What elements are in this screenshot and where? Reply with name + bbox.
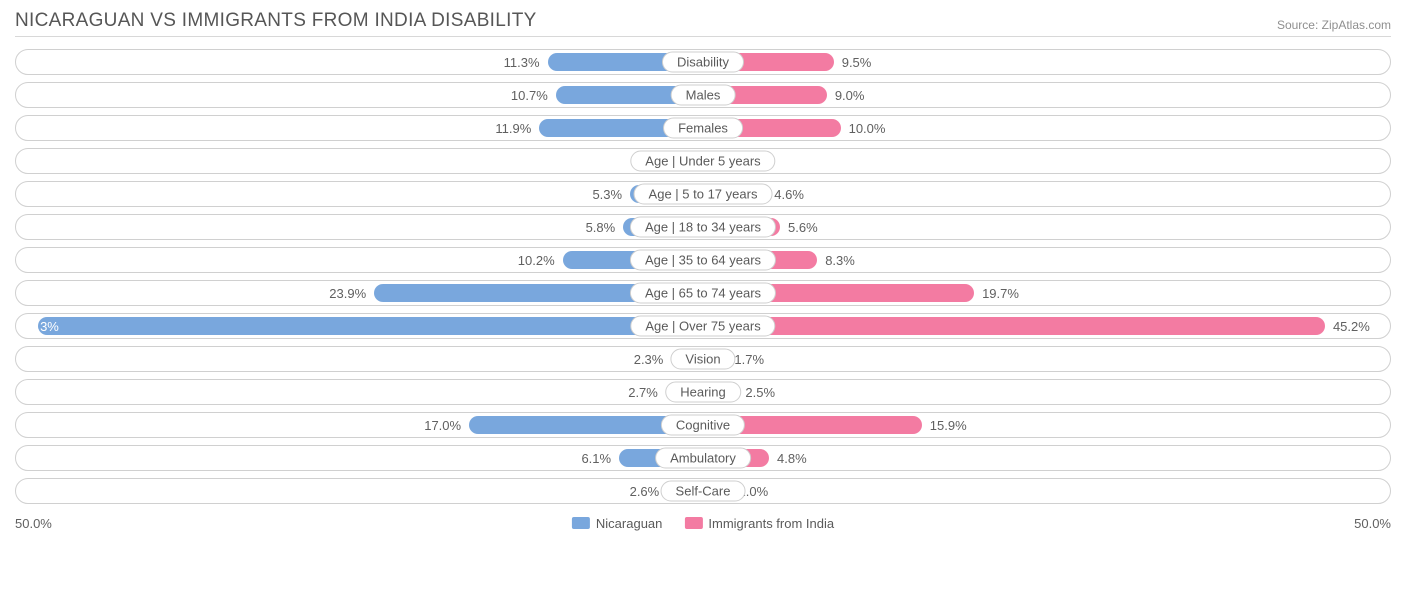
track-right: 2.0% — [703, 479, 1390, 503]
chart-row: 23.9% 19.7% Age | 65 to 74 years — [15, 280, 1391, 306]
category-pill: Vision — [670, 349, 735, 370]
value-label-right: 19.7% — [982, 286, 1019, 301]
track-left: 10.2% — [16, 248, 703, 272]
value-label-left: 11.3% — [504, 55, 540, 70]
chart-title: NICARAGUAN VS IMMIGRANTS FROM INDIA DISA… — [15, 10, 537, 32]
category-pill: Age | 18 to 34 years — [630, 217, 776, 238]
value-label-right: 10.0% — [849, 121, 886, 136]
value-label-left: 2.6% — [630, 484, 660, 499]
legend-item-left: Nicaraguan — [572, 516, 663, 531]
value-label-right: 4.6% — [774, 187, 804, 202]
value-label-right: 1.7% — [734, 352, 764, 367]
axis-label-right: 50.0% — [1354, 516, 1391, 531]
value-label-right: 9.5% — [842, 55, 872, 70]
bar-right — [703, 317, 1325, 335]
chart-row: 5.3% 4.6%Age | 5 to 17 years — [15, 181, 1391, 207]
track-left: 11.3% — [16, 50, 703, 74]
value-label-right: 8.3% — [825, 253, 855, 268]
category-pill: Age | 65 to 74 years — [630, 283, 776, 304]
legend: Nicaraguan Immigrants from India — [572, 516, 834, 531]
value-label-left: 10.7% — [511, 88, 548, 103]
category-pill: Cognitive — [661, 415, 745, 436]
track-left: 5.3% — [16, 182, 703, 206]
track-right: 2.5% — [703, 380, 1390, 404]
chart-row: 6.1% 4.8% Ambulatory — [15, 445, 1391, 471]
value-label-left: 5.3% — [592, 187, 622, 202]
chart-row: 10.7% 9.0% Males — [15, 82, 1391, 108]
value-label-right: 4.8% — [777, 451, 807, 466]
category-pill: Females — [663, 118, 743, 139]
value-label-left: 2.3% — [634, 352, 664, 367]
value-label-left: 23.9% — [329, 286, 366, 301]
chart-row: 1.1%1.0%Age | Under 5 years — [15, 148, 1391, 174]
value-label-left: 2.7% — [628, 385, 658, 400]
track-left: 10.7% — [16, 83, 703, 107]
track-right: 10.0% — [703, 116, 1390, 140]
track-right: 4.8% — [703, 446, 1390, 470]
track-left: 1.1% — [16, 149, 703, 173]
chart-row: 48.3% 45.2% Age | Over 75 years — [15, 313, 1391, 339]
value-label-left: 48.3% — [22, 319, 59, 334]
chart-row: 5.8% 5.6% Age | 18 to 34 years — [15, 214, 1391, 240]
legend-label-left: Nicaraguan — [596, 516, 663, 531]
chart-row: 11.9% 10.0% Females — [15, 115, 1391, 141]
value-label-left: 6.1% — [581, 451, 611, 466]
track-right: 45.2% — [703, 314, 1390, 338]
axis-label-left: 50.0% — [15, 516, 52, 531]
track-left: 2.3% — [16, 347, 703, 371]
track-left: 11.9% — [16, 116, 703, 140]
chart-source: Source: ZipAtlas.com — [1277, 18, 1391, 32]
category-pill: Age | 35 to 64 years — [630, 250, 776, 271]
track-right: 9.5% — [703, 50, 1390, 74]
track-left: 2.6% — [16, 479, 703, 503]
track-right: 4.6% — [703, 182, 1390, 206]
legend-label-right: Immigrants from India — [708, 516, 834, 531]
chart-row: 2.3% 1.7%Vision — [15, 346, 1391, 372]
chart-footer: 50.0% Nicaraguan Immigrants from India 5… — [15, 512, 1391, 534]
chart-row: 2.7% 2.5% Hearing — [15, 379, 1391, 405]
value-label-left: 17.0% — [424, 418, 461, 433]
value-label-right: 2.5% — [745, 385, 775, 400]
value-label-left: 11.9% — [495, 121, 531, 136]
track-right: 1.7% — [703, 347, 1390, 371]
track-left: 23.9% — [16, 281, 703, 305]
chart-row: 17.0% 15.9% Cognitive — [15, 412, 1391, 438]
track-right: 8.3% — [703, 248, 1390, 272]
track-right: 9.0% — [703, 83, 1390, 107]
value-label-left: 10.2% — [518, 253, 555, 268]
value-label-right: 9.0% — [835, 88, 865, 103]
legend-swatch-right — [684, 517, 702, 529]
legend-item-right: Immigrants from India — [684, 516, 834, 531]
chart-header: NICARAGUAN VS IMMIGRANTS FROM INDIA DISA… — [15, 10, 1391, 37]
category-pill: Hearing — [665, 382, 741, 403]
value-label-right: 15.9% — [930, 418, 967, 433]
chart-row: 11.3% 9.5% Disability — [15, 49, 1391, 75]
category-pill: Ambulatory — [655, 448, 751, 469]
legend-swatch-left — [572, 517, 590, 529]
track-left: 6.1% — [16, 446, 703, 470]
value-label-right: 5.6% — [788, 220, 818, 235]
category-pill: Disability — [662, 52, 744, 73]
track-left: 2.7% — [16, 380, 703, 404]
track-right: 15.9% — [703, 413, 1390, 437]
chart-row: 2.6% 2.0%Self-Care — [15, 478, 1391, 504]
track-right: 5.6% — [703, 215, 1390, 239]
track-right: 1.0% — [703, 149, 1390, 173]
track-left: 48.3% — [16, 314, 703, 338]
category-pill: Males — [671, 85, 736, 106]
category-pill: Age | Under 5 years — [630, 151, 775, 172]
track-left: 5.8% — [16, 215, 703, 239]
diverging-bar-chart: 11.3% 9.5% Disability 10.7% 9.0% Males 11.9% 10… — [15, 49, 1391, 504]
chart-row: 10.2% 8.3% Age | 35 to 64 years — [15, 247, 1391, 273]
bar-left — [38, 317, 703, 335]
category-pill: Self-Care — [661, 481, 746, 502]
value-label-right: 45.2% — [1333, 319, 1370, 334]
track-left: 17.0% — [16, 413, 703, 437]
value-label-left: 5.8% — [586, 220, 616, 235]
category-pill: Age | 5 to 17 years — [634, 184, 773, 205]
track-right: 19.7% — [703, 281, 1390, 305]
category-pill: Age | Over 75 years — [630, 316, 775, 337]
